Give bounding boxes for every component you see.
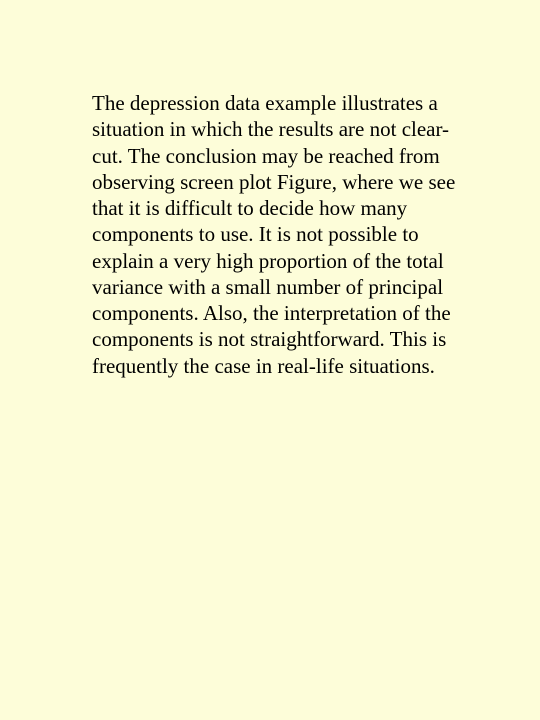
document-page: The depression data example illustrates … (0, 0, 540, 449)
body-paragraph: The depression data example illustrates … (92, 90, 470, 379)
